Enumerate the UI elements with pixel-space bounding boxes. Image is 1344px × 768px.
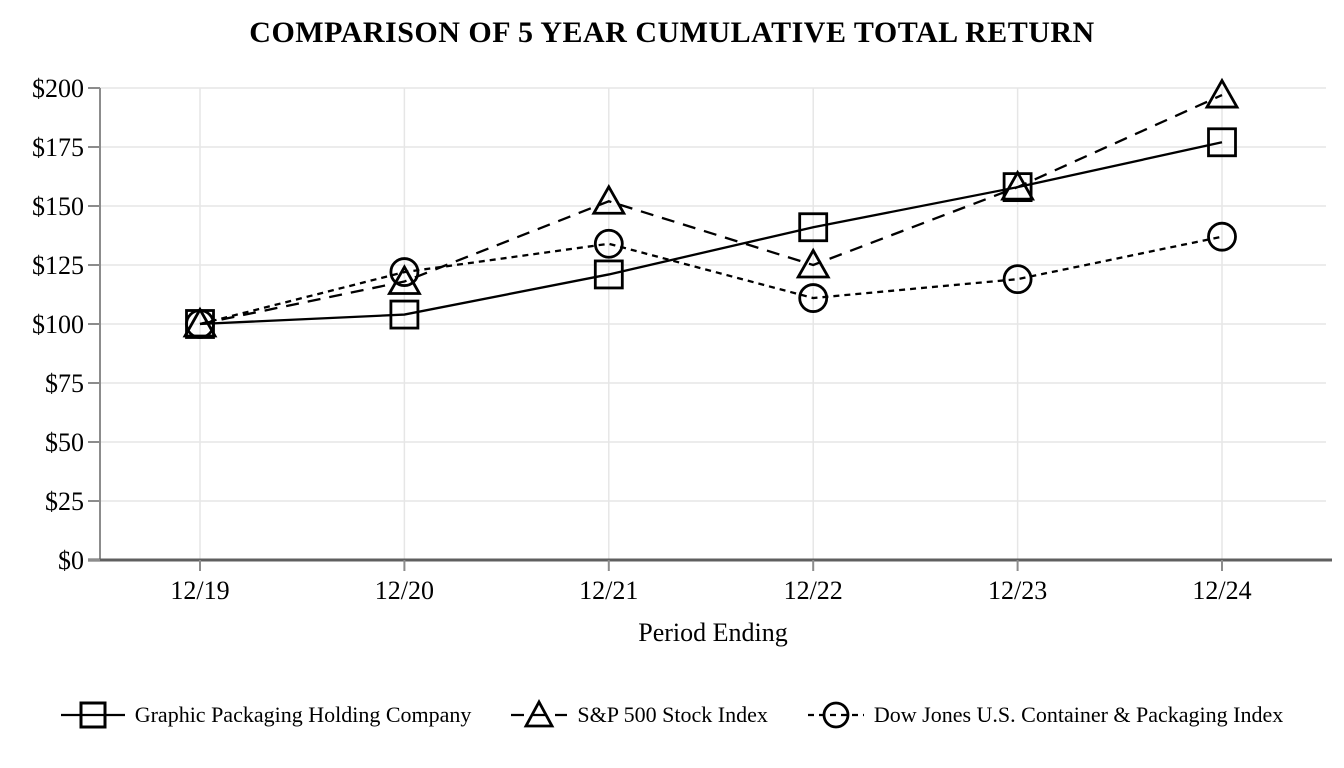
marker-circle xyxy=(1207,221,1237,252)
chart-legend: Graphic Packaging Holding Company S&P 50… xyxy=(0,698,1344,732)
chart-title: COMPARISON OF 5 YEAR CUMULATIVE TOTAL RE… xyxy=(249,16,1095,49)
legend-label-sp500: S&P 500 Stock Index xyxy=(577,702,768,727)
marker-square xyxy=(593,259,624,290)
legend-swatch-square-icon xyxy=(60,698,125,732)
x-tick-label: 12/23 xyxy=(988,576,1047,605)
legend-item-dow-jones: Dow Jones U.S. Container & Packaging Ind… xyxy=(807,698,1284,732)
marker-square xyxy=(798,212,829,243)
x-tick-label: 12/20 xyxy=(375,576,434,605)
series-line-triangle xyxy=(199,94,1223,326)
marker-circle xyxy=(593,228,624,259)
marker-triangle xyxy=(591,183,627,215)
x-tick-label: 12/22 xyxy=(784,576,843,605)
y-tick-label: $175 xyxy=(32,133,84,162)
legend-item-graphic-packaging: Graphic Packaging Holding Company xyxy=(60,698,472,732)
x-tick-label: 12/21 xyxy=(579,576,638,605)
marker-triangle xyxy=(795,247,831,279)
marker-square xyxy=(389,299,420,330)
marker-triangle xyxy=(1000,169,1036,201)
legend-item-sp500: S&P 500 Stock Index xyxy=(511,698,768,732)
y-tick-label: $150 xyxy=(32,192,84,221)
legend-label-dow-jones: Dow Jones U.S. Container & Packaging Ind… xyxy=(873,702,1284,727)
x-tick-label: 12/24 xyxy=(1192,576,1251,605)
legend-label-graphic-packaging: Graphic Packaging Holding Company xyxy=(134,702,472,727)
x-tick-label: 12/19 xyxy=(170,576,229,605)
series-line-circle xyxy=(199,235,1223,326)
y-tick-label: $75 xyxy=(45,369,84,398)
marker-circle xyxy=(1002,264,1033,295)
x-axis-title: Period Ending xyxy=(638,618,788,647)
y-tick-label: $25 xyxy=(45,487,84,516)
y-tick-label: $125 xyxy=(32,251,84,280)
marker-triangle xyxy=(182,306,218,338)
y-tick-label: $100 xyxy=(32,310,84,339)
series-line-square xyxy=(199,141,1223,326)
chart-canvas: $0 $25 $50 $75 $100 $125 $150 $175 $200 12/19 12/2… xyxy=(32,74,1332,647)
marker-triangle xyxy=(386,264,422,295)
marker-circle xyxy=(798,283,829,313)
legend-swatch-circle-icon xyxy=(807,698,864,732)
y-tick-label: $50 xyxy=(45,428,84,457)
y-tick-label: $200 xyxy=(32,74,84,103)
legend-swatch-triangle-icon xyxy=(511,698,568,732)
marker-circle xyxy=(389,257,420,287)
marker-square xyxy=(1207,127,1237,158)
marker-triangle xyxy=(1204,77,1240,109)
y-tick-label: $0 xyxy=(58,546,84,575)
marker-circle xyxy=(185,309,215,339)
